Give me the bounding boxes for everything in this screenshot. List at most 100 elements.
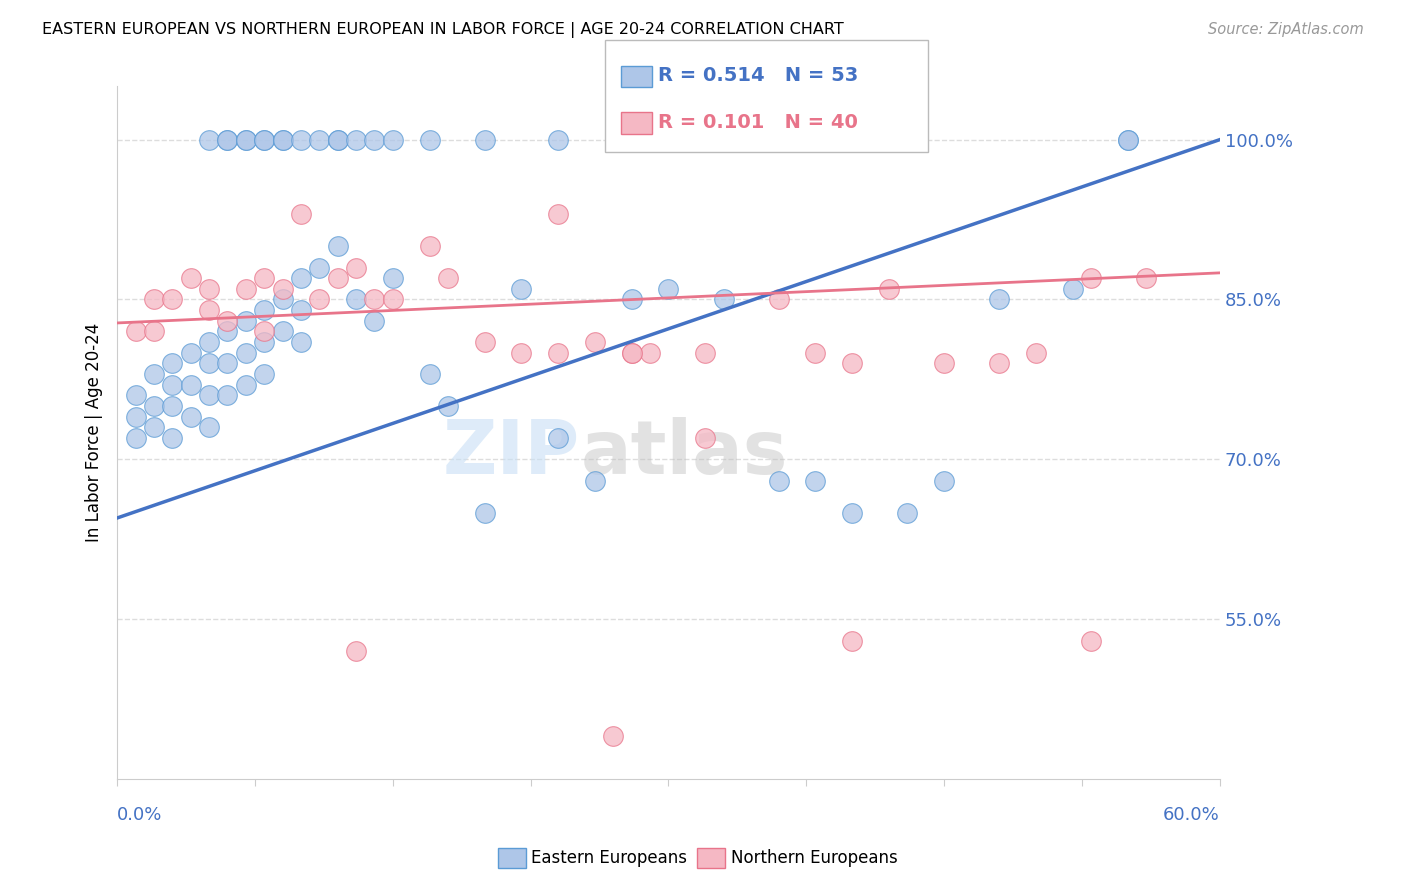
Point bbox=[547, 345, 569, 359]
Point bbox=[290, 133, 312, 147]
Point bbox=[290, 335, 312, 350]
Point bbox=[768, 474, 790, 488]
Point bbox=[198, 388, 221, 402]
Point bbox=[620, 293, 643, 307]
Point bbox=[180, 345, 202, 359]
Point bbox=[841, 633, 863, 648]
Point bbox=[988, 293, 1011, 307]
Point bbox=[932, 356, 955, 370]
Point bbox=[253, 367, 276, 381]
Text: Eastern Europeans: Eastern Europeans bbox=[531, 849, 688, 867]
Point bbox=[290, 303, 312, 318]
Point bbox=[162, 356, 184, 370]
Point bbox=[308, 133, 330, 147]
Point bbox=[326, 271, 349, 285]
Point bbox=[657, 282, 679, 296]
Point bbox=[474, 506, 496, 520]
Point bbox=[437, 271, 460, 285]
Text: ZIP: ZIP bbox=[443, 417, 581, 490]
Point bbox=[1135, 271, 1157, 285]
Y-axis label: In Labor Force | Age 20-24: In Labor Force | Age 20-24 bbox=[86, 323, 103, 542]
Point bbox=[841, 356, 863, 370]
Point bbox=[180, 377, 202, 392]
Text: Source: ZipAtlas.com: Source: ZipAtlas.com bbox=[1208, 22, 1364, 37]
Point bbox=[217, 356, 239, 370]
Point bbox=[198, 335, 221, 350]
Point bbox=[1116, 133, 1139, 147]
Point bbox=[695, 345, 717, 359]
Point bbox=[1080, 633, 1102, 648]
Point bbox=[510, 282, 533, 296]
Point bbox=[142, 399, 165, 413]
Text: Northern Europeans: Northern Europeans bbox=[731, 849, 898, 867]
Point bbox=[308, 293, 330, 307]
Point bbox=[841, 506, 863, 520]
Point bbox=[198, 303, 221, 318]
Point bbox=[124, 388, 146, 402]
Point bbox=[363, 314, 385, 328]
Point bbox=[253, 133, 276, 147]
Point bbox=[713, 293, 735, 307]
Point bbox=[877, 282, 900, 296]
Point bbox=[602, 730, 624, 744]
Point bbox=[142, 293, 165, 307]
Point bbox=[217, 388, 239, 402]
Point bbox=[474, 133, 496, 147]
Point bbox=[381, 133, 404, 147]
Point bbox=[308, 260, 330, 275]
Point bbox=[326, 133, 349, 147]
Point bbox=[768, 293, 790, 307]
Point bbox=[253, 325, 276, 339]
Point bbox=[162, 377, 184, 392]
Point bbox=[271, 325, 294, 339]
Point bbox=[142, 325, 165, 339]
Point bbox=[363, 133, 385, 147]
Point bbox=[638, 345, 661, 359]
Point bbox=[932, 474, 955, 488]
Point bbox=[547, 431, 569, 445]
Point bbox=[381, 271, 404, 285]
Point bbox=[271, 282, 294, 296]
Point bbox=[804, 345, 827, 359]
Point bbox=[253, 335, 276, 350]
Point bbox=[198, 356, 221, 370]
Point bbox=[1116, 133, 1139, 147]
Point bbox=[1062, 282, 1084, 296]
Point bbox=[419, 133, 441, 147]
Point bbox=[235, 345, 257, 359]
Point bbox=[344, 293, 367, 307]
Point bbox=[124, 431, 146, 445]
Point bbox=[124, 409, 146, 424]
Point bbox=[326, 133, 349, 147]
Point bbox=[344, 644, 367, 658]
Point bbox=[363, 293, 385, 307]
Point bbox=[437, 399, 460, 413]
Point bbox=[510, 345, 533, 359]
Point bbox=[142, 367, 165, 381]
Point bbox=[271, 133, 294, 147]
Point bbox=[419, 239, 441, 253]
Point bbox=[180, 271, 202, 285]
Point bbox=[381, 293, 404, 307]
Point bbox=[1025, 345, 1047, 359]
Point bbox=[290, 207, 312, 221]
Point bbox=[1080, 271, 1102, 285]
Point bbox=[253, 133, 276, 147]
Point bbox=[271, 293, 294, 307]
Point bbox=[235, 133, 257, 147]
Point bbox=[271, 133, 294, 147]
Point bbox=[198, 282, 221, 296]
Point bbox=[235, 282, 257, 296]
Point bbox=[344, 260, 367, 275]
Text: R = 0.101   N = 40: R = 0.101 N = 40 bbox=[658, 112, 858, 132]
Point bbox=[180, 409, 202, 424]
Point bbox=[804, 474, 827, 488]
Point bbox=[583, 335, 606, 350]
Point bbox=[198, 420, 221, 434]
Point bbox=[253, 271, 276, 285]
Point bbox=[162, 293, 184, 307]
Point bbox=[547, 207, 569, 221]
Text: EASTERN EUROPEAN VS NORTHERN EUROPEAN IN LABOR FORCE | AGE 20-24 CORRELATION CHA: EASTERN EUROPEAN VS NORTHERN EUROPEAN IN… bbox=[42, 22, 844, 38]
Point bbox=[290, 271, 312, 285]
Point bbox=[896, 506, 918, 520]
